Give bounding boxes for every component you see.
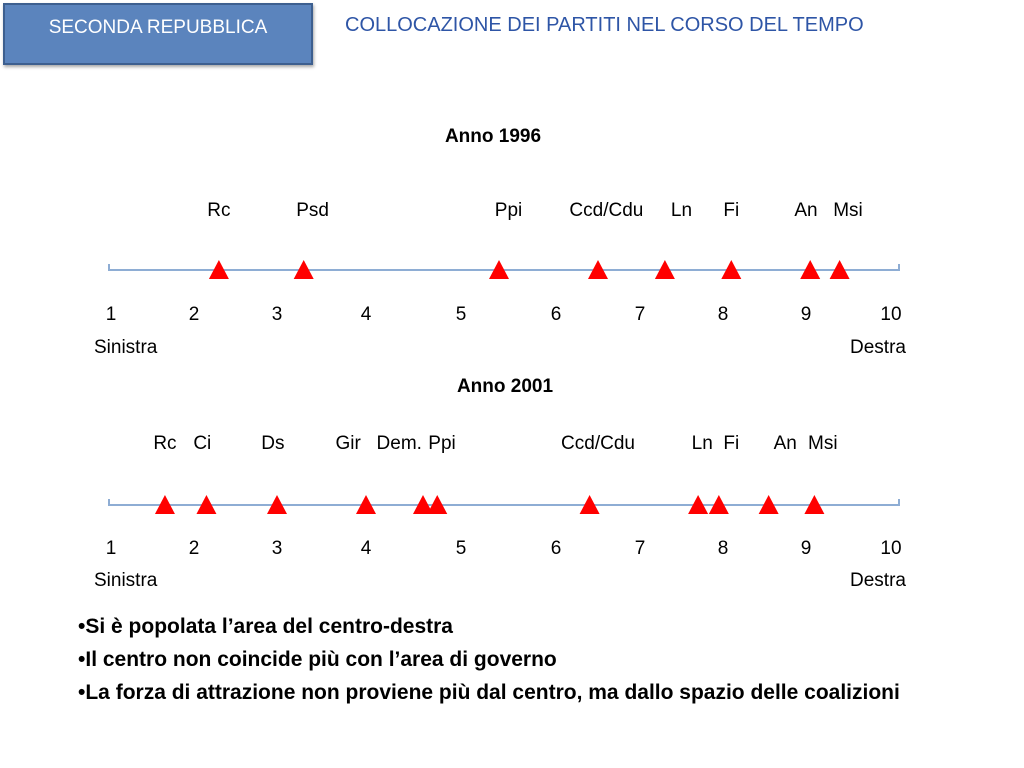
party-marker [800,260,821,279]
tick-label: 7 [634,304,646,325]
party-marker [588,260,608,279]
party-label: An [773,433,797,454]
party-label: Psd [296,200,329,221]
bullet-item: Si è popolata l’area del centro-destra [78,610,958,643]
party-marker [654,260,675,279]
party-marker [413,495,433,514]
tick-label: 3 [271,538,283,559]
tick-label: 10 [880,538,902,559]
tick-label: 5 [455,538,467,559]
party-label: Msi [833,200,863,221]
party-marker [721,260,742,279]
tick-label: 9 [800,538,812,559]
party-marker [427,495,448,514]
tick-label: 10 [880,304,902,325]
section-badge-label: SECONDA REPUBBLICA [48,17,268,38]
party-marker [356,495,376,514]
bullet-item: La forza di attrazione non proviene più … [78,676,958,709]
party-marker [579,495,600,514]
party-label: An [794,200,818,221]
bullet-item: Il centro non coincide più con l’area di… [78,643,958,676]
tick-label: 2 [188,538,200,559]
party-marker [829,260,850,279]
tick-label: 6 [550,538,562,559]
scale-axis [108,260,900,279]
party-label: Ppi [494,200,523,221]
tick-label: 1 [105,304,117,325]
party-label: Ln [670,200,693,221]
party-marker [154,495,175,514]
party-label: Ln [691,433,713,454]
tick-label: 1 [105,538,117,559]
section-badge: SECONDA REPUBBLICA [3,3,313,65]
tick-label: 4 [360,304,372,325]
party-label: Rc [153,433,177,454]
year-title: Anno 2001 [456,376,554,397]
party-label: Msi [808,433,838,454]
party-marker [708,495,729,514]
tick-label: 3 [271,304,283,325]
year-title: Anno 1996 [444,126,542,147]
party-label: Ci [193,433,212,454]
party-marker [758,495,779,514]
party-marker [196,495,217,514]
left-end-label: Sinistra [94,337,158,358]
tick-label: 2 [188,304,200,325]
bullet-list: Si è popolata l’area del centro-destra I… [78,610,958,709]
party-marker [208,260,229,279]
tick-label: 6 [550,304,562,325]
party-marker [267,495,287,514]
tick-label: 8 [717,304,729,325]
party-label: Fi [723,200,740,221]
slide-title: COLLOCAZIONE DEI PARTITI NEL CORSO DEL T… [345,14,864,36]
tick-label: 5 [455,304,467,325]
right-end-label: Destra [850,570,906,591]
tick-label: 9 [800,304,812,325]
party-marker [688,495,709,514]
party-label: Ppi [428,433,456,454]
party-label: Ds [261,433,285,454]
tick-label: 8 [717,538,729,559]
party-marker [293,260,314,279]
scale-axis [108,495,900,514]
party-label: Ccd/Cdu [561,433,635,454]
party-marker [489,260,509,279]
right-end-label: Destra [850,337,906,358]
party-label: Rc [207,200,231,221]
tick-label: 4 [360,538,372,559]
party-marker [804,495,825,514]
party-label: Fi [723,433,740,454]
party-label: Ccd/Cdu [569,200,644,221]
party-label: Dem. [376,433,422,454]
tick-label: 7 [634,538,646,559]
party-label: Gir [335,433,361,454]
left-end-label: Sinistra [94,570,158,591]
